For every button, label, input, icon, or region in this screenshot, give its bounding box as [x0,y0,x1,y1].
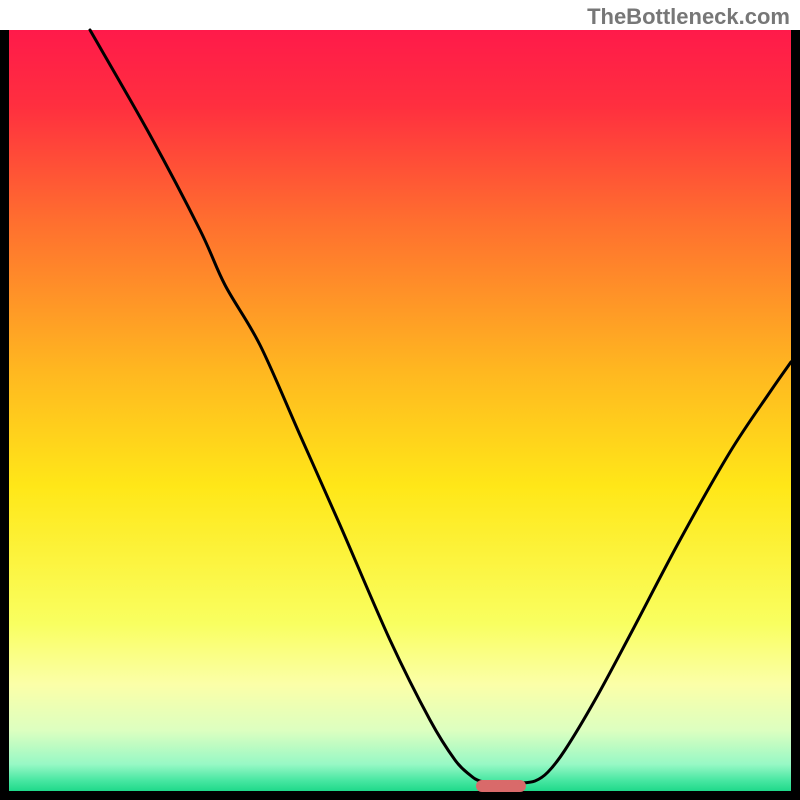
chart-container: TheBottleneck.com [0,0,800,800]
watermark-text: TheBottleneck.com [587,4,790,30]
bottleneck-chart [0,0,800,800]
